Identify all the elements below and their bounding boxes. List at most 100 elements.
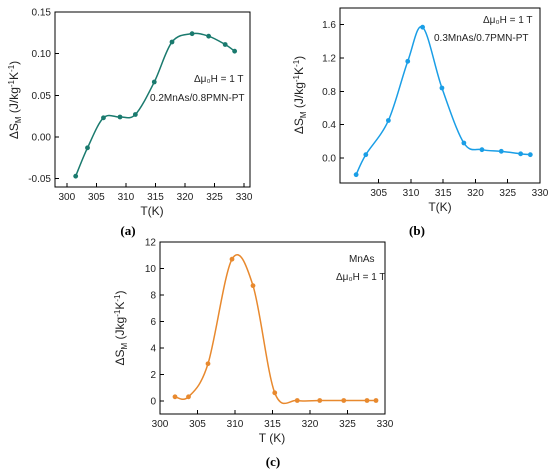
data-point-c-5 — [272, 390, 278, 396]
y-tick-label-c-1: 2 — [150, 370, 156, 381]
series-line-c — [174, 253, 376, 405]
data-point-b-5 — [439, 85, 445, 91]
annotation-sample-a: 0.2MnAs/0.8PMN-PT — [150, 93, 244, 104]
data-point-c-10 — [373, 398, 379, 403]
data-point-a-0 — [73, 173, 79, 179]
data-point-c-6 — [294, 398, 300, 403]
x-tick-label-b-3: 320 — [467, 188, 484, 199]
annotation-field-b: Δμ₀H = 1 T — [483, 15, 532, 26]
y-tick-label-c-0: 0 — [150, 396, 156, 407]
data-point-b-7 — [479, 147, 485, 153]
x-tick-label-a-0: 300 — [58, 192, 75, 203]
chart-panel-b: 305 310 315 320 325 330 0.0 0.4 0.8 1.2 1.6 T(K) Δ… — [292, 7, 549, 238]
x-tick-label-b-1: 310 — [403, 188, 420, 199]
annotation-sample-c: MnAs — [349, 254, 375, 265]
x-tick-label-c-5: 325 — [339, 419, 356, 430]
x-tick-label-a-5: 325 — [206, 192, 223, 203]
data-point-b-8 — [498, 148, 504, 154]
y-tick-label-a-2: 0.05 — [32, 91, 52, 102]
x-tick-label-a-1: 305 — [88, 192, 105, 203]
data-point-c-7 — [317, 398, 323, 403]
y-tick-label-b-1: 0.4 — [322, 120, 336, 131]
data-point-b-3 — [405, 58, 411, 64]
plot-frame-a — [54, 11, 251, 188]
x-tick-label-a-6: 330 — [236, 192, 253, 203]
data-point-c-8 — [341, 398, 347, 403]
data-point-c-4 — [250, 283, 256, 289]
x-tick-label-c-0: 300 — [152, 419, 169, 430]
x-axis-label-b: T(K) — [428, 200, 451, 214]
y-axis-label-b: ΔSM (J/kg-1K-1) — [292, 56, 308, 134]
data-point-b-4 — [420, 24, 425, 30]
data-point-a-1 — [85, 145, 90, 151]
y-tick-label-a-4: 0.15 — [32, 8, 52, 19]
x-tick-label-a-2: 310 — [118, 192, 135, 203]
series-points-b — [353, 24, 533, 178]
data-point-b-6 — [461, 140, 467, 146]
y-tick-label-a-1: 0.00 — [32, 133, 52, 144]
data-point-b-0 — [353, 172, 359, 178]
data-point-a-6 — [169, 39, 175, 45]
series-line-b — [355, 25, 531, 175]
chart-panel-a: 300 305 310 315 320 325 330 -0.05 0.00 0.05 0.10 0.… — [7, 8, 253, 239]
data-point-b-10 — [527, 152, 533, 158]
data-point-a-7 — [189, 31, 195, 37]
data-point-b-9 — [518, 151, 524, 157]
ticks-a: 300 305 310 315 320 325 330 -0.05 0.00 0.05 0.10 0.… — [28, 8, 253, 204]
y-axis-label-a: ΔSM (J/kg-1K-1) — [7, 61, 23, 139]
data-point-c-0 — [172, 394, 178, 400]
y-tick-label-b-0: 0.0 — [322, 154, 336, 165]
x-tick-label-c-6: 330 — [377, 419, 394, 430]
y-tick-label-c-6: 12 — [145, 238, 157, 249]
y-tick-label-b-4: 1.6 — [322, 20, 336, 31]
data-point-c-1 — [186, 394, 191, 400]
y-axis-label-c: ΔSM (Jkg-1K-1) — [113, 291, 129, 366]
y-tick-label-b-2: 0.8 — [322, 87, 336, 98]
data-point-c-3 — [229, 256, 235, 262]
ticks-c: 300 305 310 315 320 325 330 0 2 4 6 8 10 12 — [145, 238, 394, 431]
y-tick-label-c-2: 4 — [150, 343, 156, 354]
chart-panel-c: 300 305 310 315 320 325 330 0 2 4 6 8 10 12 T (K) ΔSM… — [113, 238, 394, 470]
plot-frame-b — [339, 7, 541, 184]
y-tick-label-a-3: 0.10 — [32, 49, 52, 60]
data-point-a-2 — [101, 115, 106, 121]
panel-label-b: (b) — [409, 223, 425, 238]
ticks-b: 305 310 315 320 325 330 0.0 0.4 0.8 1.2 1.6 — [322, 20, 549, 199]
series-line-a — [74, 32, 236, 177]
data-point-a-5 — [151, 79, 157, 85]
annotation-sample-b: 0.3MnAs/0.7PMN-PT — [434, 33, 528, 44]
y-tick-label-c-3: 6 — [150, 317, 156, 328]
series-points-c — [172, 256, 379, 403]
series-points-a — [73, 31, 238, 179]
y-tick-label-c-5: 10 — [145, 264, 157, 275]
data-point-b-1 — [363, 152, 369, 158]
x-tick-label-a-3: 315 — [147, 192, 164, 203]
annotation-field-c: Δμ₀H = 1 T — [336, 272, 385, 283]
panel-label-c: (c) — [266, 454, 280, 469]
x-tick-label-c-2: 310 — [227, 419, 244, 430]
data-point-c-2 — [205, 361, 211, 367]
data-point-a-9 — [222, 42, 228, 47]
data-point-a-10 — [232, 48, 238, 54]
x-tick-label-b-4: 325 — [499, 188, 516, 199]
x-tick-label-a-4: 320 — [177, 192, 194, 203]
x-tick-label-b-0: 305 — [370, 188, 387, 199]
x-tick-label-b-2: 315 — [435, 188, 452, 199]
x-tick-label-c-4: 320 — [302, 419, 319, 430]
x-tick-label-b-5: 330 — [532, 188, 549, 199]
panel-label-a: (a) — [120, 223, 135, 238]
data-point-b-2 — [385, 118, 391, 123]
x-axis-label-c: T (K) — [259, 431, 285, 445]
data-point-a-4 — [132, 112, 138, 117]
y-tick-label-c-4: 8 — [150, 290, 156, 301]
annotation-field-a: Δμ₀H = 1 T — [194, 74, 243, 85]
data-point-c-9 — [364, 398, 370, 403]
data-point-a-3 — [117, 114, 123, 120]
data-point-a-8 — [206, 33, 212, 39]
y-tick-label-b-3: 1.2 — [322, 54, 336, 65]
y-tick-label-a-0: -0.05 — [28, 174, 51, 185]
x-axis-label-a: T(K) — [140, 204, 163, 218]
x-tick-label-c-3: 315 — [264, 419, 281, 430]
x-tick-label-c-1: 305 — [189, 419, 206, 430]
